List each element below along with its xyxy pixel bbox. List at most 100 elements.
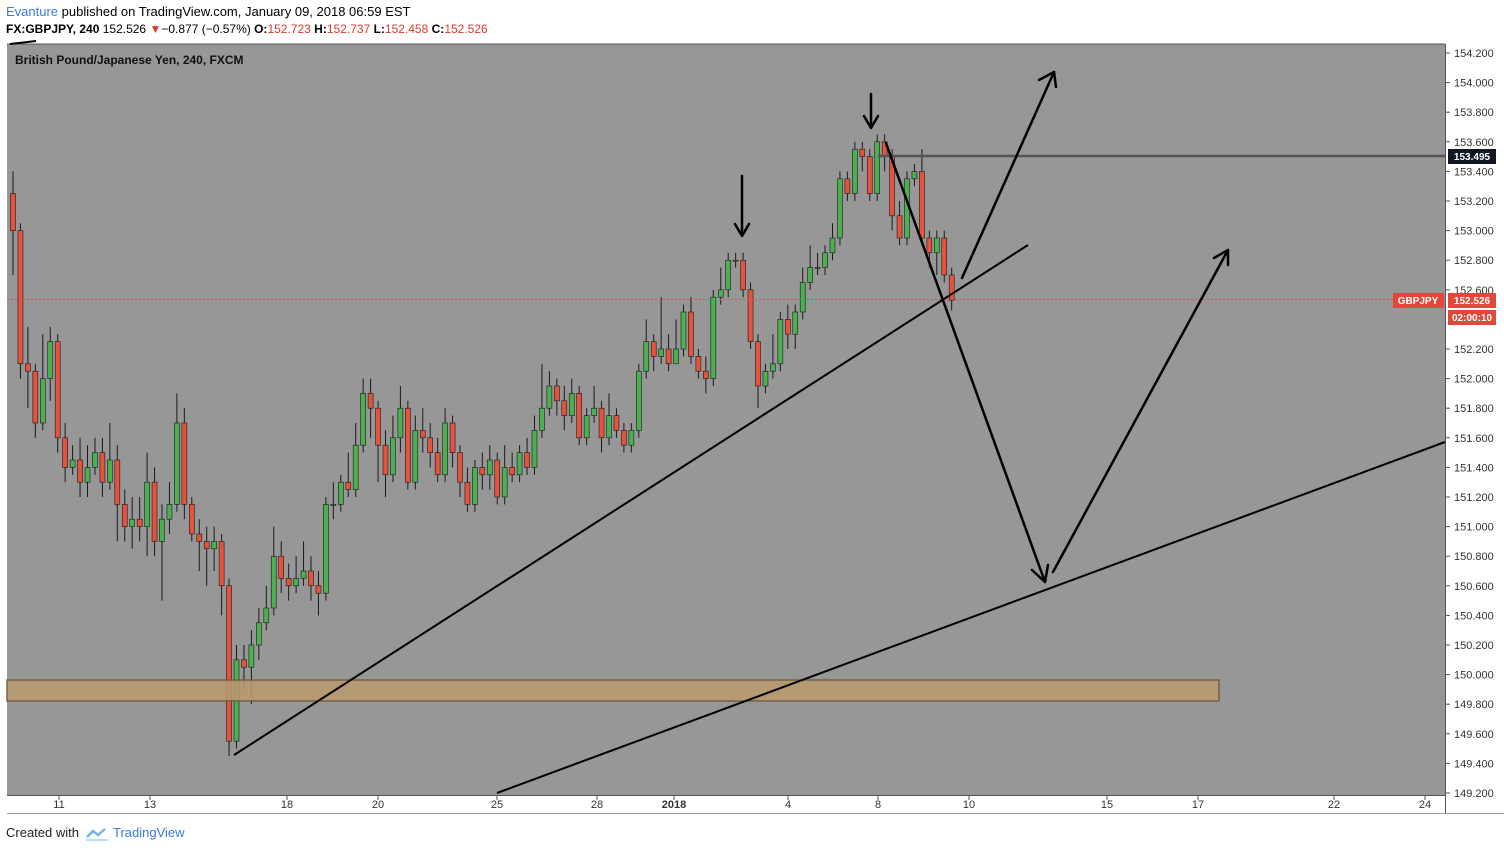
candle-body <box>613 415 620 431</box>
candle <box>99 437 106 497</box>
time-tick-label: 25 <box>491 799 503 811</box>
candle <box>919 149 925 246</box>
candle <box>948 267 955 311</box>
tradingview-logo-icon <box>85 827 108 841</box>
candle <box>39 334 46 431</box>
candle-body <box>650 341 657 357</box>
candle-body <box>92 452 98 468</box>
candle-body <box>390 437 396 476</box>
price-tick-label: 152.800 <box>1454 255 1494 267</box>
candle-body <box>464 481 471 505</box>
candle-body <box>822 252 828 268</box>
time-tick-label: 4 <box>785 799 791 811</box>
candle-body <box>643 341 650 372</box>
candle <box>472 460 478 512</box>
candle-body <box>628 430 635 446</box>
candle-body <box>472 467 478 505</box>
candles-layer <box>10 134 955 756</box>
candle-body <box>54 341 61 439</box>
candle <box>933 230 940 275</box>
candle <box>710 289 717 386</box>
price-tick-label: 152.200 <box>1454 344 1494 356</box>
candle-body <box>174 422 180 505</box>
candle-body <box>263 607 270 624</box>
candle-body <box>673 348 679 365</box>
candle-body <box>725 259 732 291</box>
candle <box>941 230 948 283</box>
candle <box>576 386 583 446</box>
candle <box>166 482 173 534</box>
candle <box>32 363 39 438</box>
candle <box>591 386 597 423</box>
candle <box>136 497 143 542</box>
candle <box>189 497 195 542</box>
price-tick-label: 153.800 <box>1454 107 1494 119</box>
candle <box>144 452 150 557</box>
candle-body <box>278 555 285 579</box>
candle-body <box>732 259 739 262</box>
time-axis[interactable]: 11 13 18 20 25 28 2018 4 8 10 15 17 22 24 <box>53 795 1431 811</box>
candle-body <box>740 259 746 291</box>
candle-body <box>755 341 761 387</box>
candle-body <box>911 171 918 180</box>
candle-body <box>576 393 583 439</box>
time-tick-label: 13 <box>144 799 156 811</box>
chart-title: British Pound/Japanese Yen, 240, FXCM <box>15 53 244 67</box>
price-axis[interactable]: 154.200 154.000 153.800 153.600 153.400 153.2… <box>1445 48 1494 800</box>
candle <box>308 556 314 601</box>
down-arrow-icon: ▼ <box>149 22 162 36</box>
last-price-tag-text: 152.526 <box>1454 296 1491 307</box>
last-price-text: 152.526 <box>102 22 147 36</box>
time-tick-label: 20 <box>372 799 384 811</box>
price-tick-label: 152.000 <box>1454 374 1494 386</box>
candle <box>174 393 180 512</box>
candle-body <box>859 148 866 157</box>
trendline-lower <box>496 441 1446 794</box>
candle-body <box>829 237 836 254</box>
candle-body <box>919 171 925 239</box>
countdown-text: 02:00:10 <box>1452 313 1492 324</box>
level-price-text: 153.495 <box>1454 152 1491 163</box>
candle-body <box>405 407 411 483</box>
candle-body <box>47 341 54 379</box>
candle <box>859 141 866 172</box>
candle <box>218 534 225 616</box>
price-tick-label: 151.400 <box>1454 462 1494 474</box>
candle <box>874 134 881 201</box>
time-tick-label: 17 <box>1192 799 1204 811</box>
candle <box>330 482 337 520</box>
candle <box>121 489 128 542</box>
candle-body <box>606 415 612 439</box>
price-tick-label: 153.200 <box>1454 196 1494 208</box>
candle-body <box>665 348 672 365</box>
candle <box>613 408 620 438</box>
candle <box>494 452 501 505</box>
candle <box>226 578 232 756</box>
candle-body <box>382 444 389 476</box>
time-tick-label: 15 <box>1101 799 1113 811</box>
author-link[interactable]: Evanture <box>6 4 59 19</box>
price-tick-label: 151.000 <box>1454 522 1494 534</box>
candle-body <box>69 459 76 468</box>
candle-body <box>784 319 791 335</box>
candle <box>621 423 627 453</box>
candle <box>69 445 76 475</box>
candle-body <box>241 659 247 668</box>
candle-body <box>129 518 135 527</box>
candle-body <box>762 370 769 387</box>
candle-body <box>114 459 121 505</box>
candle <box>382 430 389 497</box>
candle <box>107 423 113 490</box>
symbol-info-line: FX:GBPJPY, 240 152.526 ▼−0.877 (−0.57%) … <box>6 22 488 36</box>
candle <box>457 445 463 497</box>
candle <box>486 445 493 490</box>
tradingview-link[interactable]: TradingView <box>112 825 185 840</box>
candle <box>799 267 806 320</box>
candle-body <box>419 430 426 439</box>
candle-body <box>121 504 128 527</box>
candle-body <box>345 481 352 490</box>
candle-body <box>427 437 434 453</box>
candle <box>47 326 54 401</box>
candle <box>84 445 91 497</box>
